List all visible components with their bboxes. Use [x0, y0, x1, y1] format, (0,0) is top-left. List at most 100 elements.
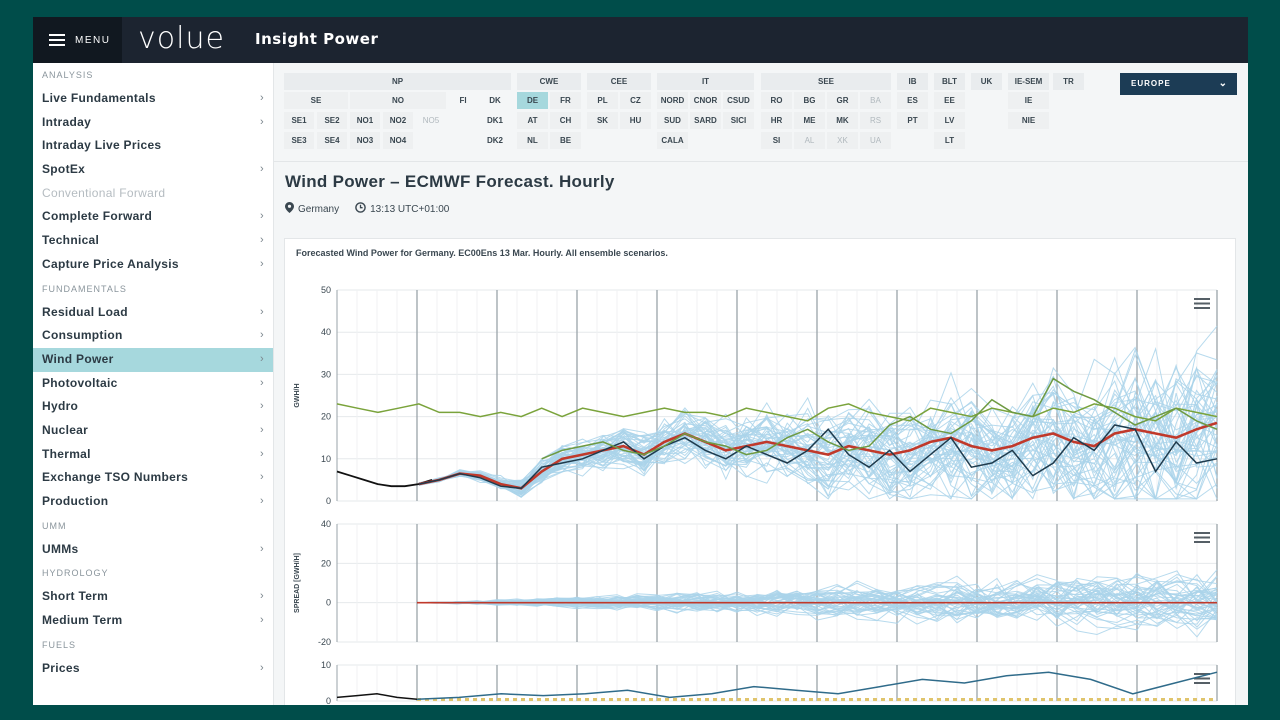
chart-menu-icon: [1194, 541, 1210, 543]
sidebar-item-medium-term[interactable]: Medium Term ›: [33, 609, 273, 633]
bar-mark: [1049, 698, 1053, 701]
sidebar-item-nuclear[interactable]: Nuclear ›: [33, 419, 273, 443]
region-nl[interactable]: NL: [517, 132, 548, 149]
region-nie[interactable]: NIE: [1008, 112, 1049, 129]
sidebar-item-label: Thermal: [42, 446, 91, 461]
region-ch[interactable]: CH: [550, 112, 581, 129]
logo[interactable]: volue: [138, 21, 225, 56]
region-de[interactable]: DE: [517, 92, 548, 109]
sidebar-item-residual-load[interactable]: Residual Load ›: [33, 301, 273, 325]
sidebar-item-photovoltaic[interactable]: Photovoltaic ›: [33, 372, 273, 396]
region-sk[interactable]: SK: [587, 112, 618, 129]
sidebar-item-production[interactable]: Production ›: [33, 490, 273, 514]
region-lv[interactable]: LV: [934, 112, 965, 129]
region-se2[interactable]: SE2: [317, 112, 347, 129]
sidebar-item-consumption[interactable]: Consumption ›: [33, 324, 273, 348]
region-sard[interactable]: SARD: [690, 112, 721, 129]
region-se4[interactable]: SE4: [317, 132, 347, 149]
region-bg[interactable]: BG: [794, 92, 825, 109]
group-cwe[interactable]: CWE: [517, 73, 581, 90]
bar-mark: [1185, 698, 1189, 701]
region-dk2[interactable]: DK2: [486, 136, 503, 145]
bar-mark: [449, 698, 453, 701]
region-no3[interactable]: NO3: [350, 132, 380, 149]
group-uk[interactable]: UK: [971, 73, 1002, 90]
sidebar-item-technical[interactable]: Technical ›: [33, 229, 273, 253]
region-no5[interactable]: NO5: [422, 116, 440, 125]
region-be[interactable]: BE: [550, 132, 581, 149]
sidebar-item-label: Conventional Forward: [42, 185, 166, 200]
region-lt[interactable]: LT: [934, 132, 965, 149]
region-no4[interactable]: NO4: [383, 132, 413, 149]
region-ie[interactable]: IE: [1008, 92, 1049, 109]
region-se1[interactable]: SE1: [284, 112, 314, 129]
region-no2[interactable]: NO2: [383, 112, 413, 129]
menu-button[interactable]: MENU: [33, 17, 122, 63]
group-see[interactable]: SEE: [761, 73, 891, 90]
group-ib[interactable]: IB: [897, 73, 928, 90]
region-ro[interactable]: RO: [761, 92, 792, 109]
sidebar-item-exchange-tso-numbers[interactable]: Exchange TSO Numbers ›: [33, 466, 273, 490]
region-si[interactable]: SI: [761, 132, 792, 149]
region-fi[interactable]: FI: [459, 96, 467, 105]
region-me[interactable]: ME: [794, 112, 825, 129]
chart-menu-icon: [1194, 302, 1210, 305]
region-cz[interactable]: CZ: [620, 92, 651, 109]
group-it[interactable]: IT: [657, 73, 754, 90]
region-no1[interactable]: NO1: [350, 112, 380, 129]
sidebar-item-label: UMMs: [42, 541, 79, 556]
region-ba[interactable]: BA: [860, 92, 891, 109]
region-es[interactable]: ES: [897, 92, 928, 109]
bar-mark: [1017, 698, 1021, 701]
region-hr[interactable]: HR: [761, 112, 792, 129]
region-mk[interactable]: MK: [827, 112, 858, 129]
region-ee[interactable]: EE: [934, 92, 965, 109]
region-se[interactable]: SE: [284, 92, 348, 109]
sidebar-item-spotex[interactable]: SpotEx ›: [33, 158, 273, 182]
region-cala[interactable]: CALA: [657, 132, 688, 149]
region-nord[interactable]: NORD: [657, 92, 688, 109]
chevron-down-icon: ⌄: [1218, 78, 1228, 89]
region-dk[interactable]: DK: [489, 96, 501, 105]
sidebar-item-hydro[interactable]: Hydro ›: [33, 395, 273, 419]
region-no[interactable]: NO: [350, 92, 446, 109]
region-ua[interactable]: UA: [860, 132, 891, 149]
group-ie-sem[interactable]: IE-SEM: [1008, 73, 1049, 90]
region-gr[interactable]: GR: [827, 92, 858, 109]
sidebar-item-thermal[interactable]: Thermal ›: [33, 443, 273, 467]
group-blt[interactable]: BLT: [934, 73, 965, 90]
sidebar-item-umms[interactable]: UMMs ›: [33, 538, 273, 562]
group-cee[interactable]: CEE: [587, 73, 651, 90]
sidebar-item-intraday-live-prices[interactable]: Intraday Live Prices: [33, 134, 273, 158]
region-se3[interactable]: SE3: [284, 132, 314, 149]
region-dk1[interactable]: DK1: [486, 116, 503, 125]
region-csud[interactable]: CSUD: [723, 92, 754, 109]
sidebar-item-prices[interactable]: Prices ›: [33, 657, 273, 681]
region-at[interactable]: AT: [517, 112, 548, 129]
group-np[interactable]: NP: [284, 73, 511, 90]
region-sud[interactable]: SUD: [657, 112, 688, 129]
sidebar-item-intraday[interactable]: Intraday ›: [33, 111, 273, 135]
bar-mark: [865, 698, 869, 701]
sidebar-section-title: ANALYSIS: [42, 70, 94, 80]
group-tr[interactable]: TR: [1053, 73, 1084, 90]
bar-mark: [1097, 698, 1101, 701]
region-pl[interactable]: PL: [587, 92, 618, 109]
sidebar-item-label: Prices: [42, 660, 80, 675]
region-hu[interactable]: HU: [620, 112, 651, 129]
region-cnor[interactable]: CNOR: [690, 92, 721, 109]
main-content: NP CWE CEE IT SEE IB BLT UK IE-SEM TR SE…: [274, 63, 1248, 705]
region-selector[interactable]: EUROPE ⌄: [1120, 73, 1237, 95]
bar-mark: [585, 698, 589, 701]
region-al[interactable]: AL: [794, 132, 825, 149]
sidebar-item-live-fundamentals[interactable]: Live Fundamentals ›: [33, 87, 273, 111]
region-fr[interactable]: FR: [550, 92, 581, 109]
region-rs[interactable]: RS: [860, 112, 891, 129]
sidebar-item-complete-forward[interactable]: Complete Forward ›: [33, 205, 273, 229]
sidebar-item-short-term[interactable]: Short Term ›: [33, 585, 273, 609]
sidebar-item-wind-power[interactable]: Wind Power ›: [33, 347, 273, 372]
region-xk[interactable]: XK: [827, 132, 858, 149]
sidebar-item-capture-price-analysis[interactable]: Capture Price Analysis ›: [33, 253, 273, 277]
region-pt[interactable]: PT: [897, 112, 928, 129]
region-sici[interactable]: SICI: [723, 112, 754, 129]
